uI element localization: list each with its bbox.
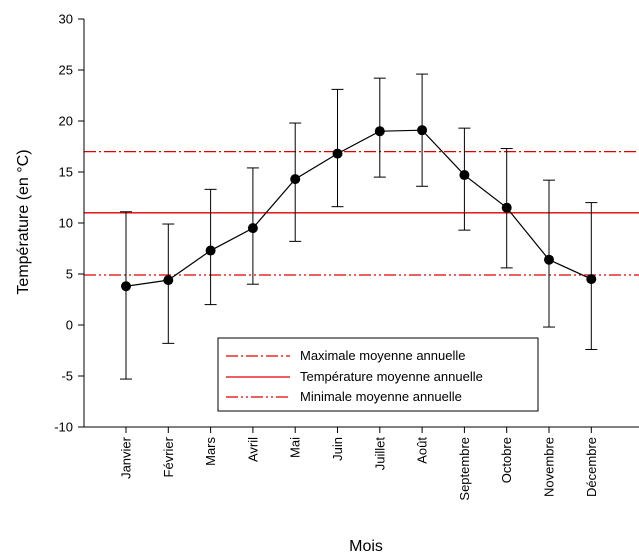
data-point [417, 125, 428, 136]
data-point [332, 148, 343, 159]
reference-lines [84, 150, 639, 276]
data-point [459, 170, 470, 181]
y-tick-label: 30 [59, 12, 73, 27]
y-tick-label: 10 [59, 216, 73, 231]
legend-box [217, 337, 539, 412]
y-tick-label: -10 [54, 420, 73, 435]
x-tick-label: Février [161, 436, 176, 477]
data-point [501, 202, 512, 213]
y-tick-label: 20 [59, 114, 73, 129]
y-axis-title: Température (en °C) [15, 149, 32, 294]
y-tick-label: 0 [66, 318, 73, 333]
legend-label-min: Minimale moyenne annuelle [300, 389, 462, 404]
y-tick-label: 5 [66, 267, 73, 282]
x-tick-label: Mars [203, 437, 218, 466]
x-tick-label: Avril [245, 437, 260, 462]
data-point [163, 275, 174, 286]
y-tick-label: 15 [59, 165, 73, 180]
series-line-group [125, 129, 592, 287]
y-tick-label: 25 [59, 63, 73, 78]
data-point [586, 274, 597, 285]
data-point [247, 223, 258, 234]
x-tick-label: Janvier [119, 436, 134, 479]
y-tick-label: -5 [61, 369, 73, 384]
x-tick-label: Octobre [499, 437, 514, 483]
data-point [205, 245, 216, 256]
x-tick-label: Juin [330, 437, 345, 461]
x-tick-label: Novembre [542, 437, 557, 497]
x-tick-label: Août [415, 437, 430, 464]
x-tick-label: Septembre [457, 437, 472, 501]
data-point [374, 126, 385, 137]
series-line [125, 129, 592, 287]
x-tick-label: Mai [288, 437, 303, 458]
data-point [544, 254, 554, 265]
legend-label-max: Maximale moyenne annuelle [300, 348, 465, 363]
error-bars [120, 73, 598, 380]
x-tick-label: Juillet [372, 437, 387, 471]
x-axis-title: Mois [349, 538, 383, 555]
x-tick-label: Décembre [584, 437, 599, 497]
data-point [121, 281, 131, 292]
y-ticks: -10 -5 0 5 10 15 20 25 30 [54, 12, 84, 435]
legend: Maximale moyenne annuelle Température mo… [217, 337, 539, 412]
legend-label-mean: Température moyenne annuelle [300, 369, 483, 384]
data-points [121, 125, 597, 292]
x-ticks: Janvier Février Mars Avril Mai Juin Juillet Aoû… [119, 427, 599, 501]
data-point [290, 174, 301, 185]
